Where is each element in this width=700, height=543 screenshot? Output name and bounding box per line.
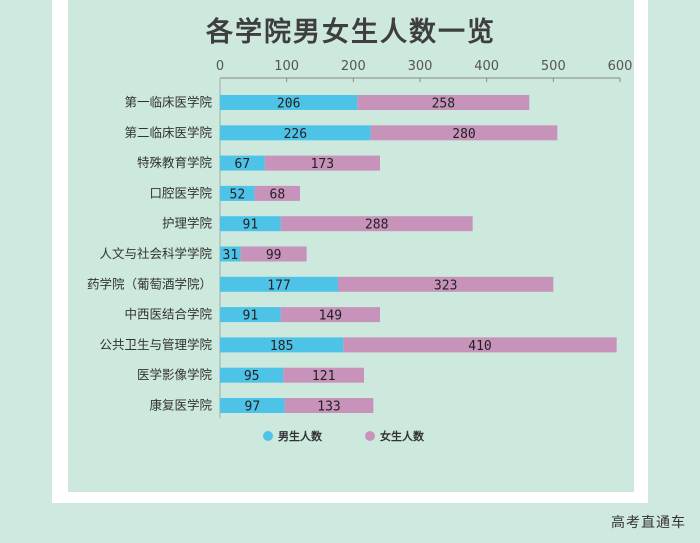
data-label: 258 [432, 97, 455, 112]
bar-female [264, 155, 380, 171]
bar-female [357, 95, 530, 110]
data-label: 173 [311, 157, 334, 172]
data-label: 206 [277, 97, 300, 112]
data-label: 95 [244, 369, 260, 384]
data-label: 99 [266, 248, 282, 263]
data-label: 67 [235, 157, 251, 172]
data-label: 68 [270, 187, 286, 202]
legend: 男生人数 女生人数 [263, 429, 425, 443]
bar-male [220, 307, 281, 323]
bar-female [284, 398, 374, 413]
data-label: 31 [223, 248, 239, 263]
x-tick-label: 400 [474, 59, 499, 74]
x-tick-label: 500 [541, 59, 566, 74]
data-label: 185 [270, 339, 293, 354]
bar-female [280, 216, 473, 232]
category-label: 公共卫生与管理学院 [99, 337, 212, 352]
bars: 206 258 226 280 67 173 52 68 91 288 31 99 177 323 91 14… [220, 95, 617, 415]
watermark-text: 高考直通车 [611, 515, 686, 531]
data-label: 410 [468, 339, 491, 354]
legend-marker [365, 431, 375, 441]
data-label: 288 [365, 218, 388, 233]
bar-male [220, 367, 284, 383]
x-tick-label: 100 [274, 59, 299, 74]
data-label: 97 [245, 400, 261, 415]
data-label: 121 [312, 369, 335, 384]
category-label: 中西医结合学院 [124, 307, 212, 322]
bar-female [240, 246, 307, 262]
data-label: 133 [317, 400, 340, 415]
category-label: 医学影像学院 [137, 367, 213, 382]
category-label: 特殊教育学院 [137, 155, 213, 170]
bar-female [280, 307, 380, 323]
category-label: 人文与社会科学学院 [99, 246, 212, 261]
chart-title: 各学院男女生人数一览 [206, 17, 496, 48]
x-tick-label: 200 [341, 59, 366, 74]
data-label: 91 [243, 309, 259, 324]
legend-label: 男生人数 [278, 429, 323, 443]
legend-marker [263, 431, 273, 441]
bar-female [370, 125, 558, 141]
data-label: 177 [267, 278, 290, 293]
category-labels: 第一临床医学院第二临床医学院特殊教育学院口腔医学院护理学院人文与社会科学学院药学… [87, 95, 213, 413]
category-label: 第二临床医学院 [124, 125, 212, 140]
category-label: 康复医学院 [149, 398, 212, 413]
data-label: 52 [230, 187, 246, 202]
bar-male [220, 95, 358, 110]
category-label: 第一临床医学院 [124, 95, 212, 110]
bar-female [283, 367, 364, 383]
data-label: 323 [434, 278, 457, 293]
bar-female [254, 185, 300, 201]
category-label: 药学院（葡萄酒学院） [87, 276, 212, 291]
x-tick-label: 0 [216, 59, 224, 74]
bar-male [220, 246, 241, 262]
bar-male [220, 276, 338, 292]
x-tick-label: 600 [608, 59, 633, 74]
x-tick-label: 300 [408, 59, 433, 74]
bar-female [338, 276, 554, 292]
legend-label: 女生人数 [380, 429, 425, 443]
bar-male [220, 125, 371, 141]
data-label: 149 [319, 309, 342, 324]
data-label: 280 [452, 127, 475, 142]
bar-male [220, 398, 285, 413]
bar-male [220, 216, 281, 232]
bar-female [343, 337, 617, 353]
bar-male [220, 337, 344, 353]
data-label: 91 [243, 218, 259, 233]
bar-male [220, 185, 255, 201]
data-label: 226 [284, 127, 307, 142]
category-label: 口腔医学院 [149, 185, 212, 200]
bar-male [220, 155, 265, 171]
category-label: 护理学院 [162, 216, 213, 231]
x-axis: 0 100 200 300 400 500 600 [216, 59, 633, 419]
